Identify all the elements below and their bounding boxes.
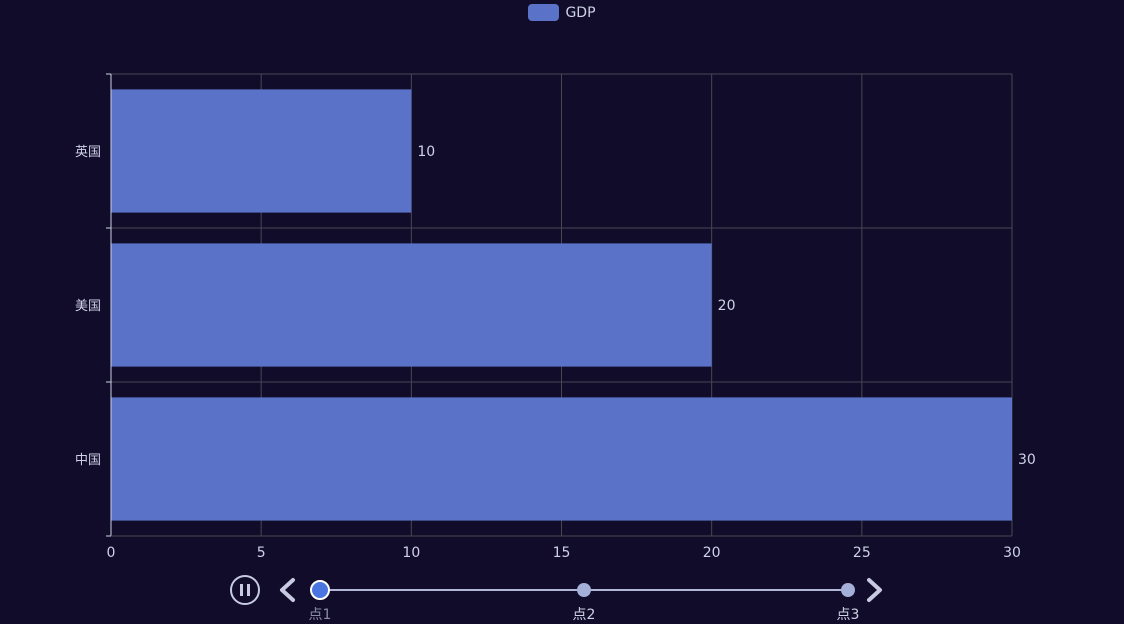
timeline-point-label: 点3 bbox=[837, 607, 860, 623]
data-label: 10 bbox=[417, 144, 435, 160]
timeline-point-active[interactable] bbox=[310, 580, 330, 600]
bar bbox=[111, 397, 1012, 521]
x-tick-label: 25 bbox=[853, 545, 871, 561]
timeline-point-label: 点1 bbox=[309, 607, 332, 623]
pause-icon bbox=[247, 584, 250, 596]
x-tick-label: 0 bbox=[107, 545, 116, 561]
data-label: 30 bbox=[1018, 452, 1036, 468]
timeline-point-label: 点2 bbox=[573, 607, 596, 623]
bar bbox=[111, 89, 412, 213]
x-tick-label: 15 bbox=[553, 545, 571, 561]
y-tick-label: 美国 bbox=[75, 299, 101, 314]
timeline-point[interactable] bbox=[841, 583, 855, 597]
x-tick-label: 5 bbox=[257, 545, 266, 561]
pause-icon bbox=[240, 584, 243, 596]
y-tick-label: 英国 bbox=[75, 145, 101, 160]
pause-button[interactable] bbox=[230, 575, 260, 605]
prev-chevron-icon[interactable] bbox=[280, 578, 295, 602]
timeline[interactable]: 点1 点2 点3 bbox=[230, 575, 882, 623]
y-tick-label: 中国 bbox=[75, 453, 101, 468]
x-tick-label: 20 bbox=[703, 545, 721, 561]
x-tick-label: 30 bbox=[1003, 545, 1021, 561]
next-chevron-icon[interactable] bbox=[867, 578, 882, 602]
legend-label-gdp: GDP bbox=[565, 4, 596, 21]
bars bbox=[111, 89, 1012, 521]
bar bbox=[111, 243, 712, 367]
legend[interactable]: GDP bbox=[0, 4, 1124, 21]
data-label: 20 bbox=[718, 298, 736, 314]
pause-button-ring bbox=[230, 575, 260, 605]
data-labels: 10 20 30 bbox=[417, 144, 1035, 468]
x-tick-label: 10 bbox=[402, 545, 420, 561]
legend-swatch-gdp bbox=[528, 4, 560, 21]
timeline-point[interactable] bbox=[577, 583, 591, 597]
